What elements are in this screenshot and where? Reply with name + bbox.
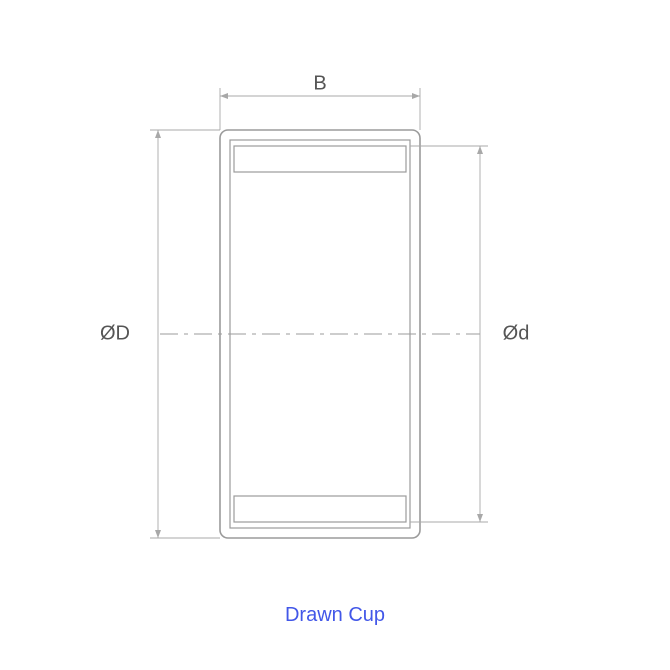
dim-d-label: Ød	[503, 322, 530, 344]
dim-arrow	[477, 514, 483, 522]
dim-B-label: B	[313, 72, 326, 94]
dim-D-label: ØD	[100, 322, 130, 344]
dim-arrow	[477, 146, 483, 154]
roller-bottom	[234, 496, 406, 522]
dim-arrow	[220, 93, 228, 99]
dim-arrow	[412, 93, 420, 99]
dim-arrow	[155, 130, 161, 138]
dim-arrow	[155, 530, 161, 538]
roller-top	[234, 146, 406, 172]
diagram-canvas: B ØD Ød Drawn Cup	[0, 0, 670, 670]
diagram-svg: B ØD Ød	[0, 0, 670, 670]
caption: Drawn Cup	[0, 604, 670, 627]
